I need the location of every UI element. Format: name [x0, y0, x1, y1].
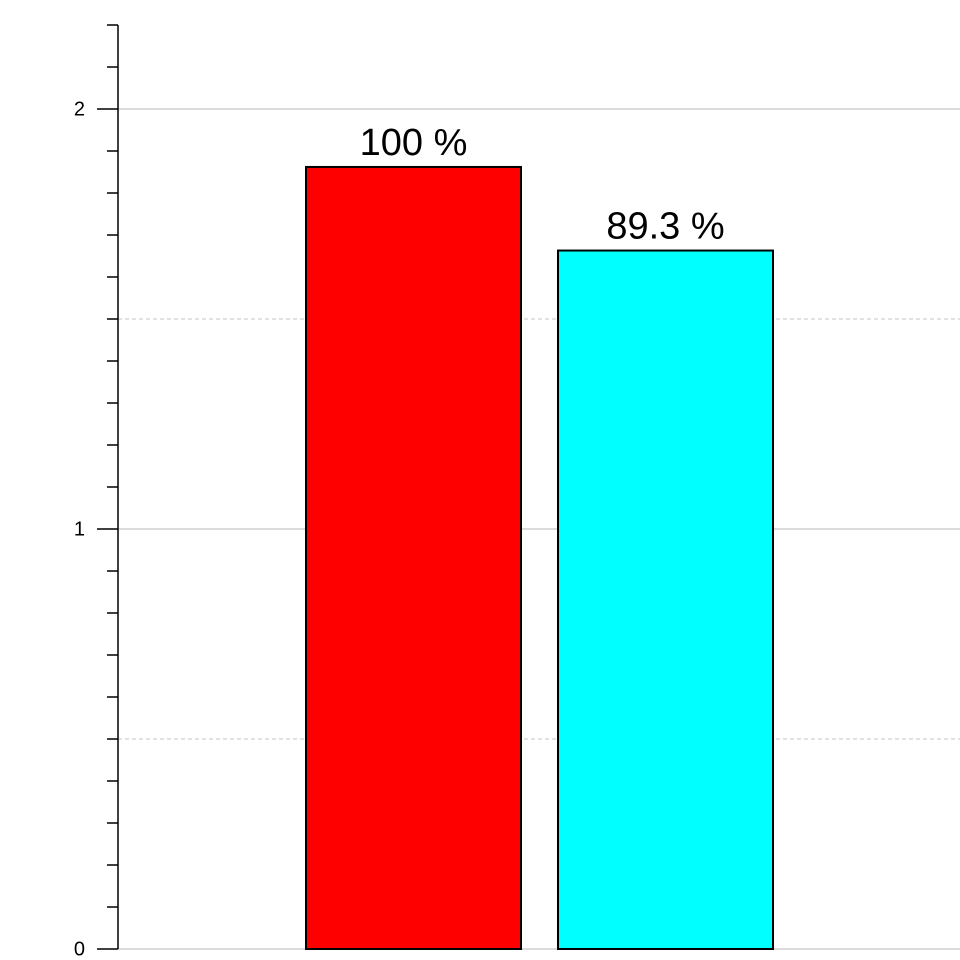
bar — [305, 165, 522, 950]
bar — [557, 249, 774, 951]
y-tick-label: 2 — [74, 98, 85, 120]
y-tick-label: 1 — [74, 518, 85, 540]
bar-label: 100 % — [360, 122, 468, 164]
y-tick-label: 0 — [74, 938, 85, 960]
bar-label: 89.3 % — [606, 206, 724, 248]
